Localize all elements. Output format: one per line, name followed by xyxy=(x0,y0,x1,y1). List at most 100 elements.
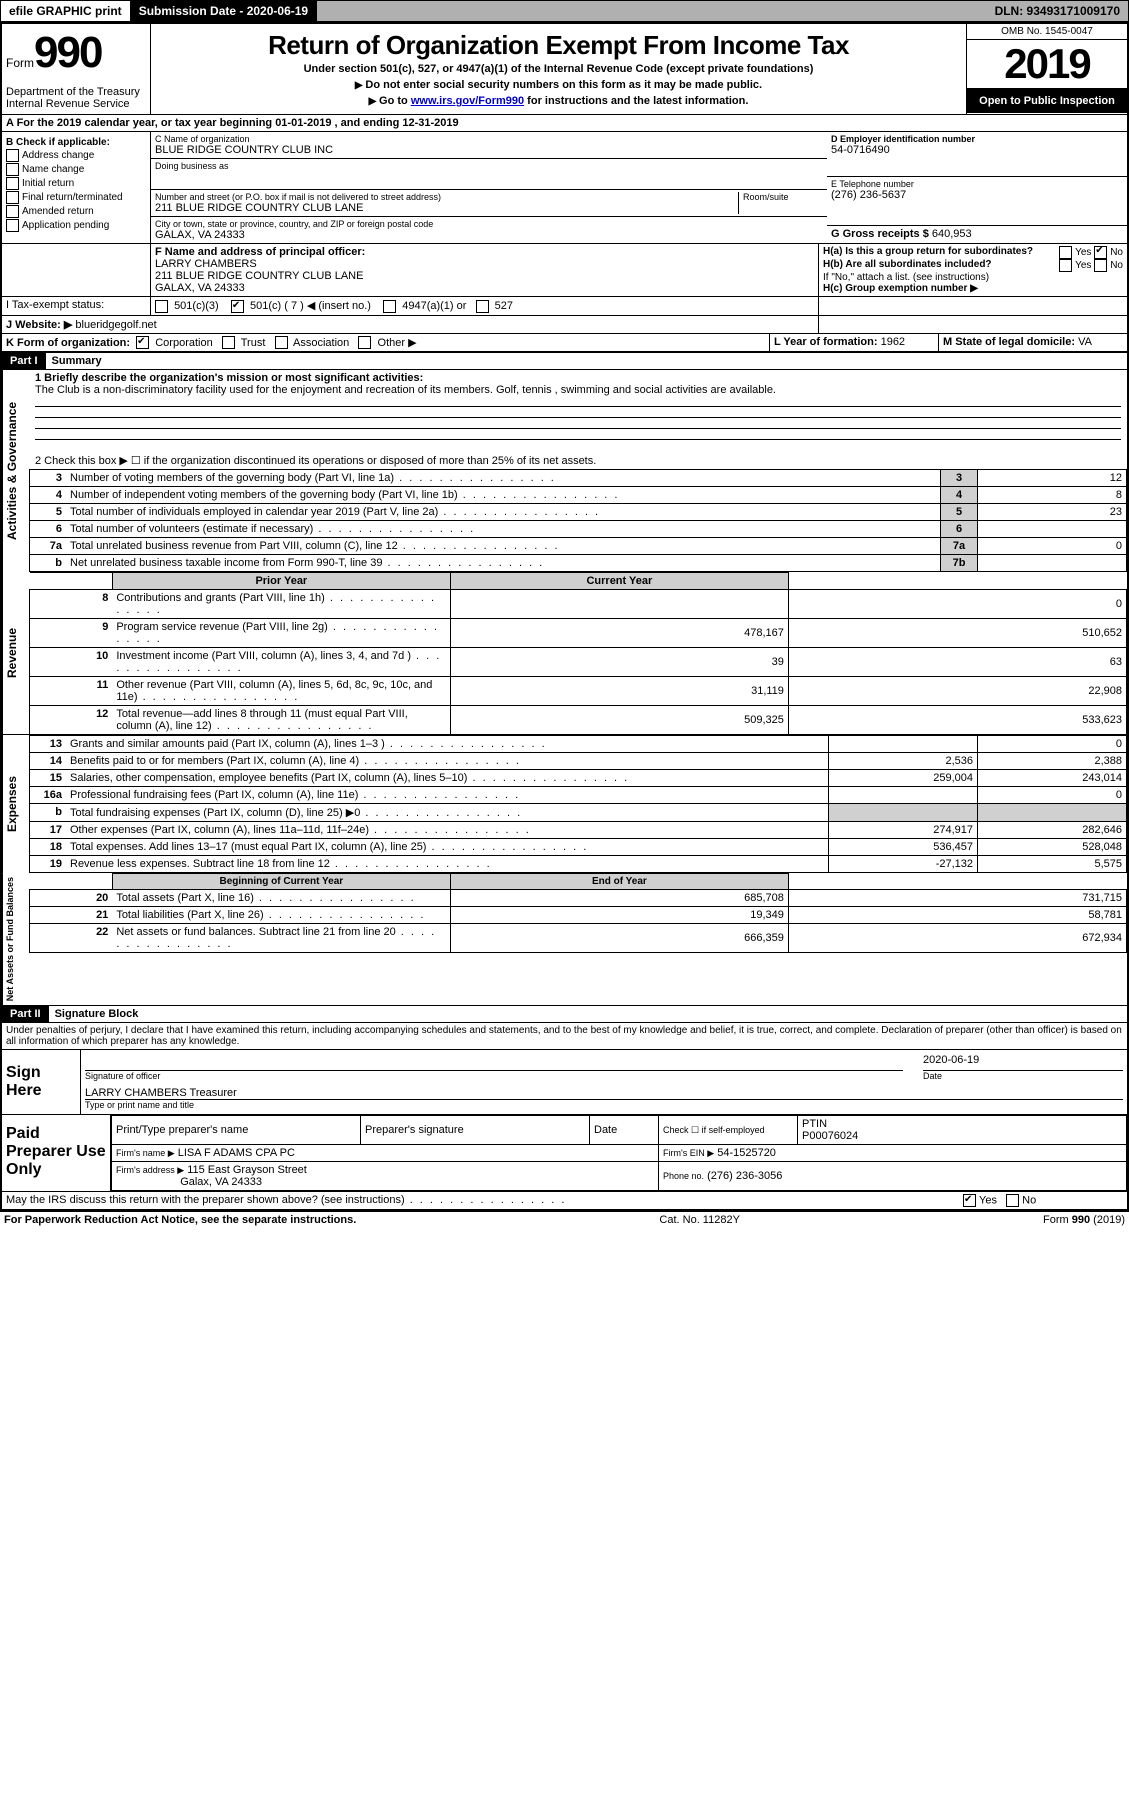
sign-here-block: Sign Here Signature of officer 2020-06-1… xyxy=(2,1050,1127,1115)
current-val: 5,575 xyxy=(978,856,1127,873)
table-row: 3 Number of voting members of the govern… xyxy=(30,470,1127,487)
side-governance: Activities & Governance xyxy=(2,370,29,572)
line-desc: Total fundraising expenses (Part IX, col… xyxy=(66,804,829,822)
check-self[interactable]: Check ☐ if self-employed xyxy=(659,1116,798,1145)
footer-mid: Cat. No. 11282Y xyxy=(659,1214,740,1226)
top-bar: efile GRAPHIC print Submission Date - 20… xyxy=(0,0,1129,22)
ha-no-checkbox[interactable] xyxy=(1094,246,1107,259)
b-opt[interactable]: Name change xyxy=(6,163,146,176)
i-4947-checkbox[interactable] xyxy=(383,300,396,313)
f-label: F Name and address of principal officer: xyxy=(155,246,814,258)
table-row: 16a Professional fundraising fees (Part … xyxy=(30,787,1127,804)
ha-yes-checkbox[interactable] xyxy=(1059,246,1072,259)
table-row: 22 Net assets or fund balances. Subtract… xyxy=(30,924,1127,953)
firm-name-label: Firm's name ▶ xyxy=(116,1148,175,1158)
line-num: 7b xyxy=(941,555,978,572)
yes-label: Yes xyxy=(1075,260,1091,271)
table-row: 6 Total number of volunteers (estimate i… xyxy=(30,521,1127,538)
line-idx: 10 xyxy=(30,648,113,677)
prior-val: 478,167 xyxy=(450,619,788,648)
b-opt[interactable]: Amended return xyxy=(6,205,146,218)
prep-date-label: Date xyxy=(590,1116,659,1145)
section-b: B Check if applicable: Address change Na… xyxy=(2,132,151,243)
m-label: M State of legal domicile: xyxy=(943,336,1075,348)
b-opt-label: Final return/terminated xyxy=(22,192,123,203)
exp-table: 13 Grants and similar amounts paid (Part… xyxy=(29,735,1127,873)
no-label: No xyxy=(1022,1195,1036,1207)
b-opt[interactable]: Application pending xyxy=(6,219,146,232)
line-idx: b xyxy=(30,555,67,572)
line-idx: 5 xyxy=(30,504,67,521)
table-row: b Total fundraising expenses (Part IX, c… xyxy=(30,804,1127,822)
part2-bar: Part II Signature Block xyxy=(2,1005,1127,1023)
line-desc: Other revenue (Part VIII, column (A), li… xyxy=(112,677,450,706)
k-corp-checkbox[interactable] xyxy=(136,336,149,349)
table-row: 9 Program service revenue (Part VIII, li… xyxy=(30,619,1127,648)
hb-yes-checkbox[interactable] xyxy=(1059,259,1072,272)
i-501c-checkbox[interactable] xyxy=(231,300,244,313)
line-desc: Salaries, other compensation, employee b… xyxy=(66,770,829,787)
f-label-text: F Name and address of principal officer: xyxy=(155,246,365,258)
h-b-row: H(b) Are all subordinates included? Yes … xyxy=(823,259,1123,272)
k-opt: Corporation xyxy=(155,337,212,349)
firm-ein: 54-1525720 xyxy=(717,1147,776,1159)
b-opt[interactable]: Initial return xyxy=(6,177,146,190)
line-idx: 8 xyxy=(30,590,113,619)
current-val: 63 xyxy=(788,648,1126,677)
k-opt: Other ▶ xyxy=(378,337,417,349)
k-other-checkbox[interactable] xyxy=(358,336,371,349)
b-opt-label: Initial return xyxy=(22,178,74,189)
firm-addr-cell: Firm's address ▶ 115 East Grayson Street… xyxy=(112,1162,659,1191)
line-val xyxy=(978,521,1127,538)
side-revenue: Revenue xyxy=(2,572,29,735)
line-idx: 22 xyxy=(30,924,113,953)
open-public: Open to Public Inspection xyxy=(967,89,1127,113)
i-527-checkbox[interactable] xyxy=(476,300,489,313)
sign-here-label: Sign Here xyxy=(2,1050,81,1114)
form990-link[interactable]: www.irs.gov/Form990 xyxy=(411,95,524,107)
discuss-yes-checkbox[interactable] xyxy=(963,1194,976,1207)
hb-no-checkbox[interactable] xyxy=(1094,259,1107,272)
firm-ein-cell: Firm's EIN ▶ 54-1525720 xyxy=(659,1145,1127,1162)
h-a-row: H(a) Is this a group return for subordin… xyxy=(823,246,1123,259)
end-year-header: End of Year xyxy=(450,874,788,890)
b-opt[interactable]: Address change xyxy=(6,149,146,162)
yes-label: Yes xyxy=(1075,247,1091,258)
k-trust-checkbox[interactable] xyxy=(222,336,235,349)
l-label: L Year of formation: xyxy=(774,336,878,348)
prior-val: 31,119 xyxy=(450,677,788,706)
line-num: 7a xyxy=(941,538,978,555)
i-501c3-checkbox[interactable] xyxy=(155,300,168,313)
section-i: I Tax-exempt status: 501(c)(3) 501(c) ( … xyxy=(2,297,1127,316)
officer-addr1: 211 BLUE RIDGE COUNTRY CLUB LANE xyxy=(155,270,814,282)
line-val: 0 xyxy=(978,538,1127,555)
section-bcdeg: B Check if applicable: Address change Na… xyxy=(2,132,1127,243)
form-word: Form xyxy=(6,56,34,70)
sig-date-label: Date xyxy=(923,1071,1123,1081)
line-idx: 16a xyxy=(30,787,67,804)
ptin-label: PTIN xyxy=(802,1118,827,1130)
line1-label: 1 Briefly describe the organization's mi… xyxy=(35,372,423,384)
discuss-row: May the IRS discuss this return with the… xyxy=(2,1192,1127,1210)
b-opt[interactable]: Final return/terminated xyxy=(6,191,146,204)
line-idx: 6 xyxy=(30,521,67,538)
sig-officer-line[interactable] xyxy=(85,1054,903,1071)
section-h: H(a) Is this a group return for subordin… xyxy=(818,244,1127,296)
form-header: Form990 Department of the Treasury Inter… xyxy=(2,24,1127,115)
hb-note: If "No," attach a list. (see instruction… xyxy=(823,272,1123,283)
prior-year-header: Prior Year xyxy=(112,573,450,590)
line-num: 5 xyxy=(941,504,978,521)
current-val: 672,934 xyxy=(788,924,1126,953)
line-desc: Revenue less expenses. Subtract line 18 … xyxy=(66,856,829,873)
prior-val: 666,359 xyxy=(450,924,788,953)
efile-label[interactable]: efile GRAPHIC print xyxy=(1,1,131,21)
section-deg: D Employer identification number 54-0716… xyxy=(827,132,1127,243)
discuss-no-checkbox[interactable] xyxy=(1006,1194,1019,1207)
line-desc: Total number of individuals employed in … xyxy=(66,504,941,521)
footer-right: Form 990 (2019) xyxy=(1043,1214,1125,1226)
no-label: No xyxy=(1110,260,1123,271)
part1-bar: Part I Summary xyxy=(2,352,1127,370)
line-idx: 19 xyxy=(30,856,67,873)
officer-addr2: GALAX, VA 24333 xyxy=(155,282,814,294)
k-assoc-checkbox[interactable] xyxy=(275,336,288,349)
